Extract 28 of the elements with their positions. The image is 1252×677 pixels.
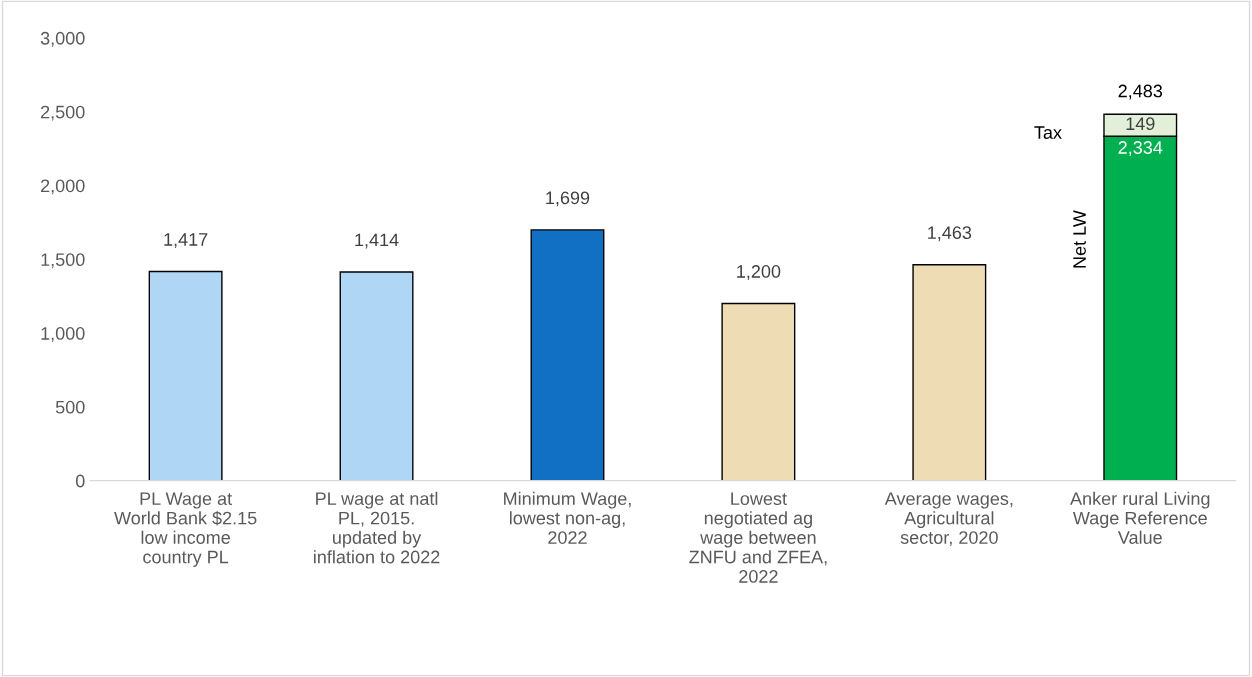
bar (912, 264, 987, 481)
y-tick-label: 500 (55, 400, 85, 414)
x-tick-label: Minimum Wage, lowest non-ag, 2022 (504, 491, 631, 544)
bar (339, 271, 414, 481)
data-label: 1,463 (928, 226, 972, 242)
y-tick-label: 2,500 (41, 105, 85, 121)
x-tick-label: PL Wage at World Bank $2.15 low income country PL (114, 492, 257, 567)
bar (148, 270, 223, 481)
y-tick-label: 3,000 (40, 31, 85, 47)
text: Tax (1034, 126, 1062, 139)
x-tick-label: Average wages, Agricultural sector, 2020 (884, 492, 1013, 547)
y-tick-label: 0 (75, 474, 85, 488)
data-label: 1,200 (737, 265, 781, 280)
x-tick-label: Lowest negotiated ag wage between ZNFU and ZFEA, 2022 (689, 492, 827, 583)
data-label: 1,417 (164, 233, 208, 248)
text: Net LW (1073, 210, 1086, 268)
bar (721, 302, 796, 481)
data-label: 2,334 (1118, 141, 1163, 157)
x-tick-label: PL wage at natl PL, 2015. updated by inflation to 2022 (314, 491, 440, 564)
total-label: 2,483 (1118, 84, 1163, 100)
bar (530, 229, 605, 481)
data-label: 1,699 (546, 191, 590, 207)
y-tick-label: 1,000 (41, 327, 85, 342)
x-tick-label: Anker rural Living Wage Reference Value (1070, 491, 1210, 544)
data-label: 1,414 (355, 233, 399, 249)
data-label: 149 (1126, 117, 1155, 131)
y-tick-label: 2,000 (41, 179, 85, 195)
y-tick-label: 1,500 (41, 253, 85, 269)
